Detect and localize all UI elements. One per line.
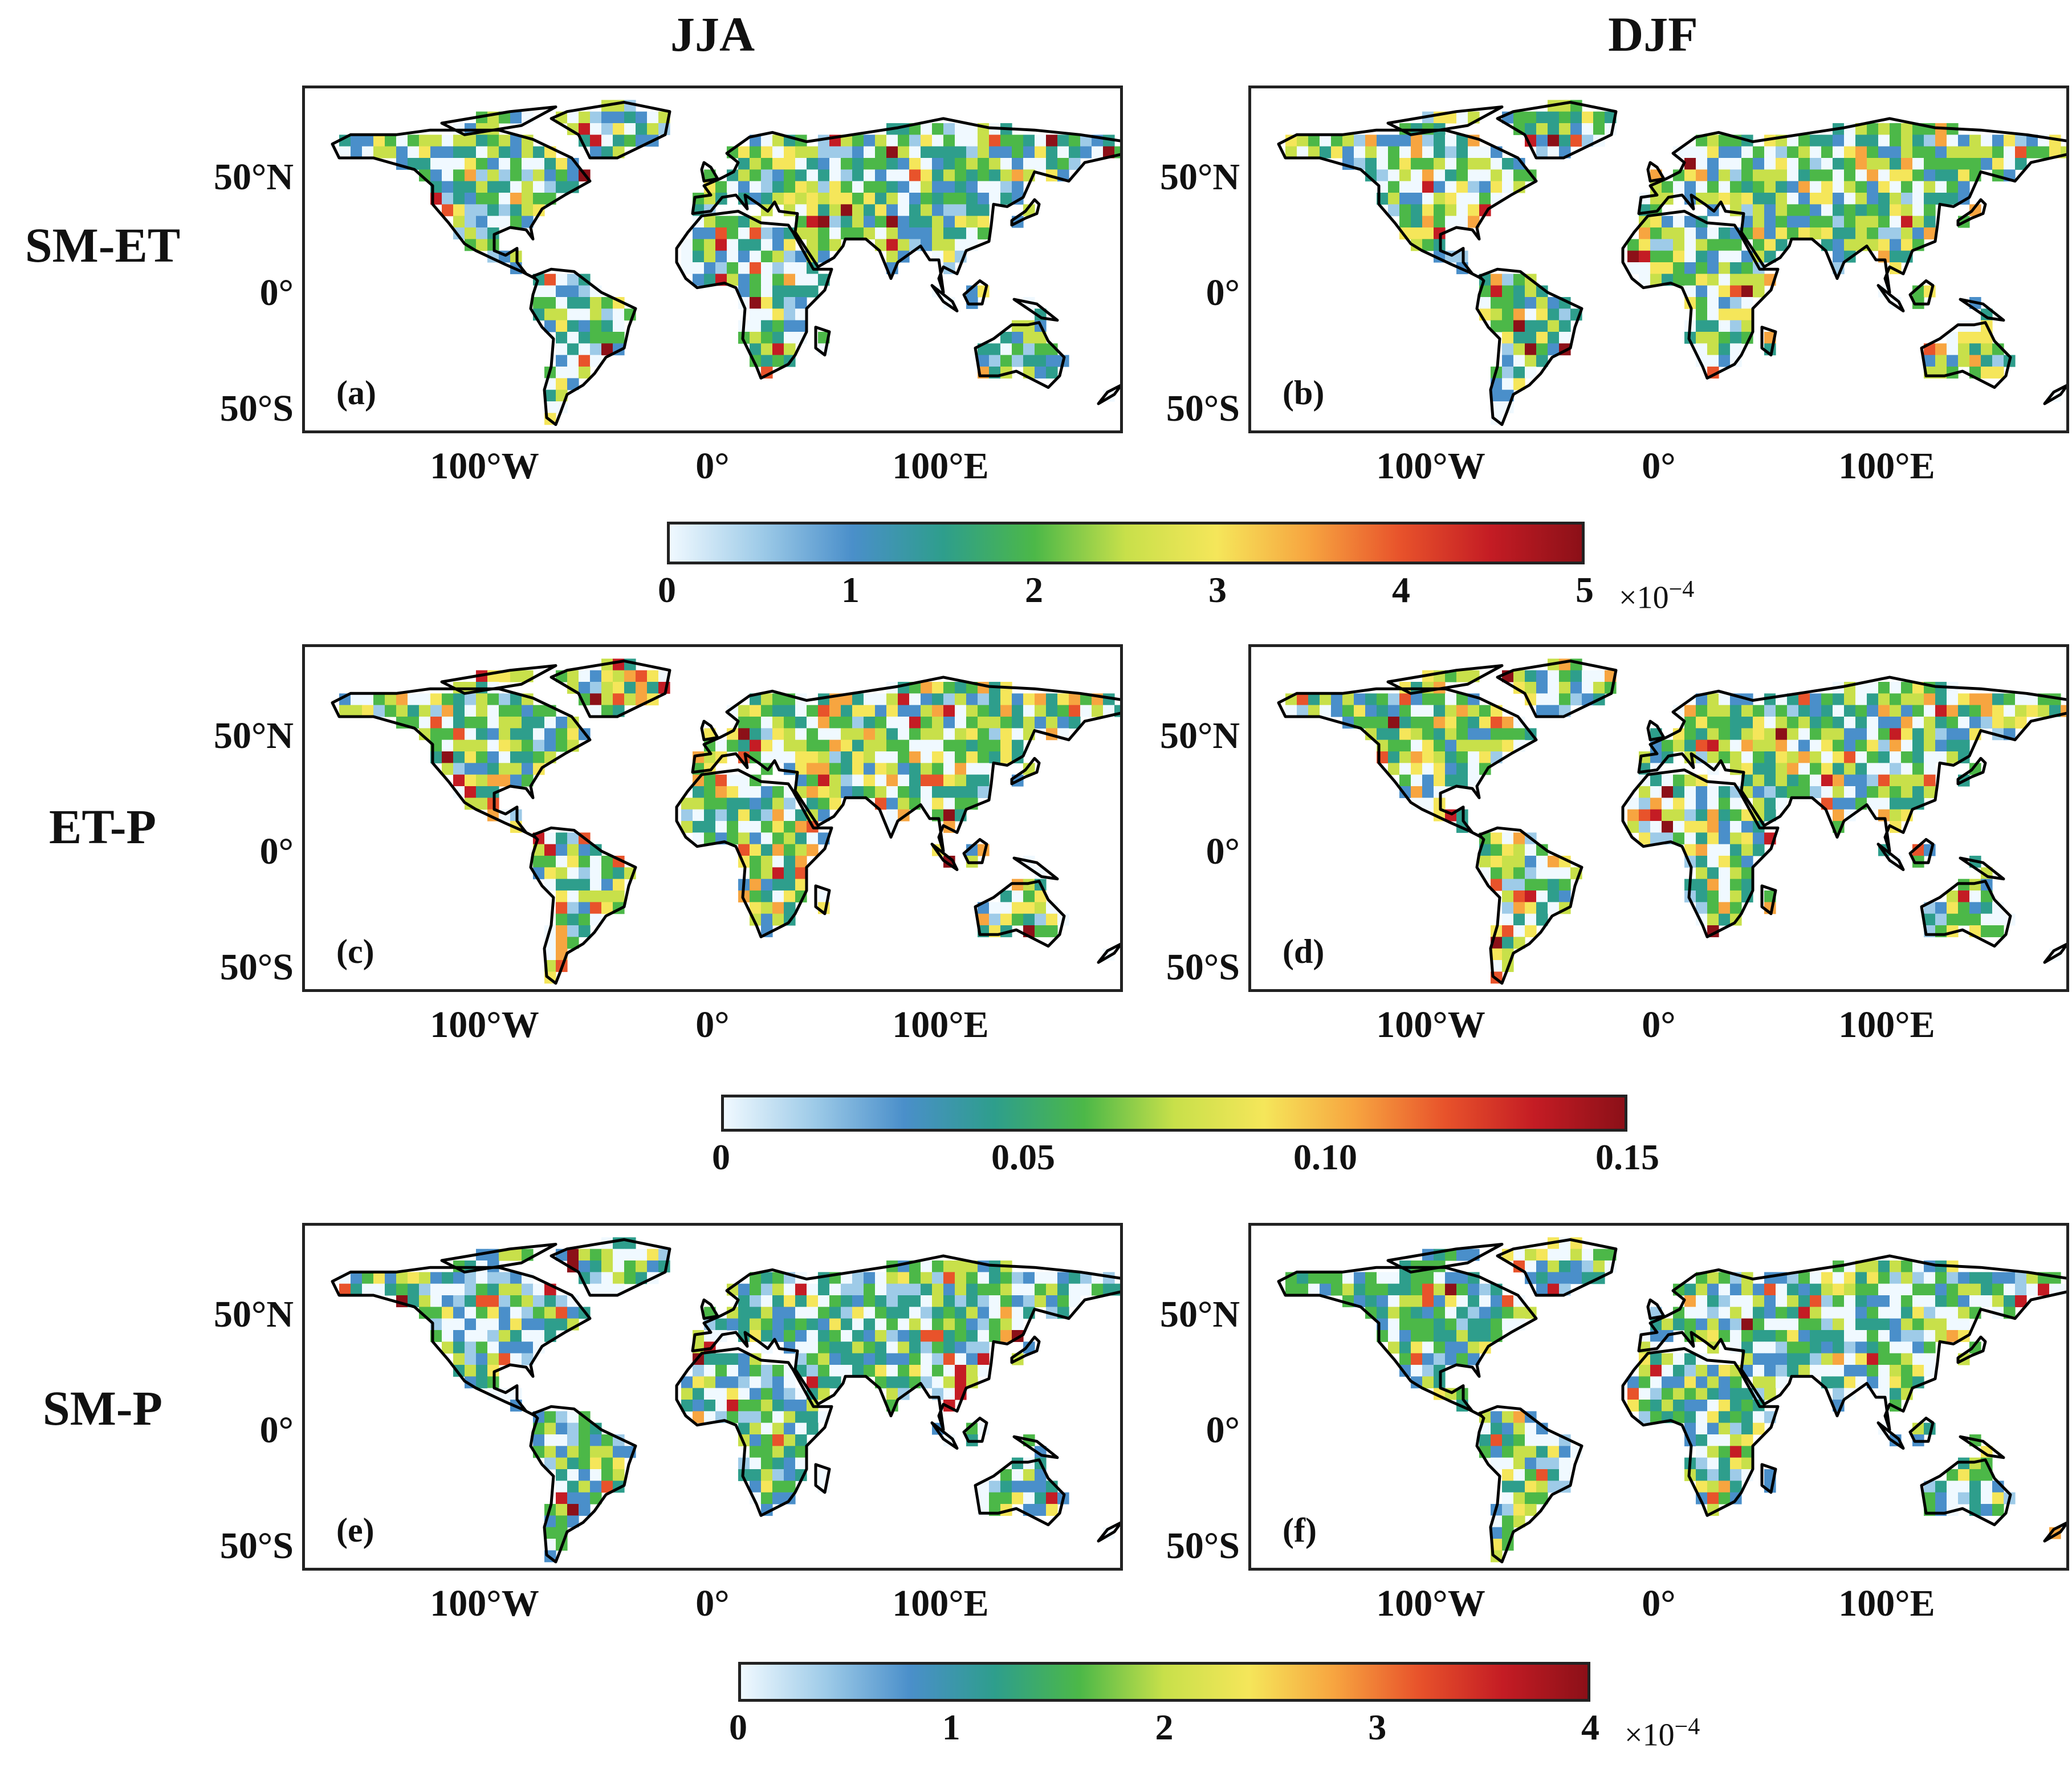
colorbar	[667, 522, 1585, 564]
map-svg	[331, 1237, 1120, 1564]
colorbar-tick: 0.05	[991, 1137, 1055, 1177]
map-svg	[331, 100, 1120, 426]
colorbar-multiplier: ×10−4	[1619, 576, 1694, 616]
colorbar	[738, 1662, 1590, 1702]
colorbar-tick: 0.15	[1595, 1137, 1659, 1177]
lat-tick: 50°N	[1159, 1293, 1240, 1335]
panel-label: (b)	[1283, 374, 1325, 412]
coastlines	[1277, 100, 2066, 426]
colorbar-tick: 0	[729, 1707, 747, 1747]
lat-tick: 0°	[259, 272, 294, 314]
colorbar-tick: 4	[1581, 1707, 1599, 1747]
coastlines	[1277, 1238, 2066, 1564]
colorbar-tick: 0.10	[1293, 1137, 1357, 1177]
lon-tick: 100°W	[430, 445, 539, 487]
map-svg	[1277, 1237, 2066, 1564]
lon-tick: 100°W	[1376, 445, 1485, 487]
lat-tick: 50°N	[1159, 156, 1240, 198]
lat-tick: 50°S	[1166, 1525, 1240, 1567]
lon-tick: 100°E	[1838, 445, 1935, 487]
lat-tick: 50°S	[1166, 946, 1240, 989]
panel-label: (f)	[1283, 1511, 1317, 1549]
row-title-sm-et: SM-ET	[25, 218, 181, 273]
colorbar-tick: 5	[1576, 570, 1594, 610]
colorbar-multiplier: ×10−4	[1625, 1713, 1700, 1754]
field-cells	[339, 658, 1120, 984]
lat-tick: 0°	[259, 831, 294, 872]
map-svg	[331, 658, 1120, 985]
lat-tick: 50°S	[219, 946, 294, 989]
colorbar-multiplier-base: ×10	[1625, 1717, 1675, 1753]
coastlines	[331, 659, 1120, 985]
colorbar-exponent: −4	[1668, 576, 1695, 603]
coastlines	[331, 100, 1120, 426]
lon-tick: 0°	[1642, 445, 1676, 487]
lat-tick: 0°	[1206, 831, 1240, 872]
lat-tick: 0°	[259, 1409, 294, 1451]
lon-tick: 100°W	[430, 1004, 539, 1046]
lon-tick: 100°E	[892, 1004, 989, 1046]
colorbar-tick: 3	[1368, 1707, 1387, 1747]
column-title-jja: JJA	[670, 7, 755, 62]
lat-tick: 0°	[1206, 272, 1240, 314]
lon-tick: 100°E	[892, 445, 989, 487]
row-title-et-p: ET-P	[49, 799, 156, 854]
colorbar-exponent: −4	[1674, 1714, 1700, 1740]
colorbar	[721, 1095, 1627, 1132]
lon-tick: 100°W	[1376, 1004, 1485, 1046]
colorbar-tick: 4	[1392, 570, 1410, 610]
map-panel-d: (d)	[1248, 644, 2069, 992]
lat-tick: 0°	[1206, 1409, 1240, 1451]
lat-tick: 50°S	[1166, 388, 1240, 430]
column-title-djf: DJF	[1608, 7, 1698, 62]
lon-tick: 100°W	[1376, 1583, 1485, 1624]
colorbar-tick: 0	[658, 570, 676, 610]
lat-tick: 50°N	[213, 1293, 294, 1335]
lon-tick: 0°	[695, 1004, 730, 1046]
colorbar-tick: 1	[841, 570, 860, 610]
colorbar-tick: 0	[712, 1137, 730, 1177]
map-panel-b: (b)	[1248, 86, 2069, 433]
lon-tick: 0°	[695, 1583, 730, 1624]
field-cells	[1285, 1237, 2066, 1563]
map-svg	[1277, 100, 2066, 426]
row-title-sm-p: SM-P	[42, 1381, 163, 1436]
colorbar-tick: 2	[1155, 1707, 1174, 1747]
panel-label: (d)	[1283, 933, 1325, 970]
lat-tick: 50°S	[219, 388, 294, 430]
colorbar-tick: 2	[1025, 570, 1043, 610]
coastlines	[331, 1238, 1120, 1564]
lon-tick: 100°E	[1838, 1583, 1935, 1624]
lon-tick: 0°	[1642, 1004, 1676, 1046]
lat-tick: 50°N	[213, 714, 294, 757]
field-cells	[339, 1237, 1120, 1563]
lat-tick: 50°N	[1159, 714, 1240, 757]
lon-tick: 100°E	[892, 1583, 989, 1624]
lat-tick: 50°N	[213, 156, 294, 198]
coastlines	[1277, 659, 2066, 985]
map-panel-a: (a)	[302, 86, 1123, 433]
map-svg	[1277, 658, 2066, 985]
colorbar-tick: 1	[942, 1707, 960, 1747]
panel-label: (e)	[336, 1511, 374, 1549]
field-cells	[1285, 100, 2066, 425]
panel-label: (a)	[336, 374, 376, 412]
lon-tick: 0°	[695, 445, 730, 487]
lon-tick: 100°E	[1838, 1004, 1935, 1046]
map-panel-c: (c)	[302, 644, 1123, 992]
lat-tick: 50°S	[219, 1525, 294, 1567]
map-panel-f: (f)	[1248, 1223, 2069, 1571]
lon-tick: 0°	[1642, 1583, 1676, 1624]
panel-label: (c)	[336, 933, 374, 970]
colorbar-multiplier-base: ×10	[1619, 580, 1669, 616]
colorbar-tick: 3	[1208, 570, 1227, 610]
map-panel-e: (e)	[302, 1223, 1123, 1571]
lon-tick: 100°W	[430, 1583, 539, 1624]
